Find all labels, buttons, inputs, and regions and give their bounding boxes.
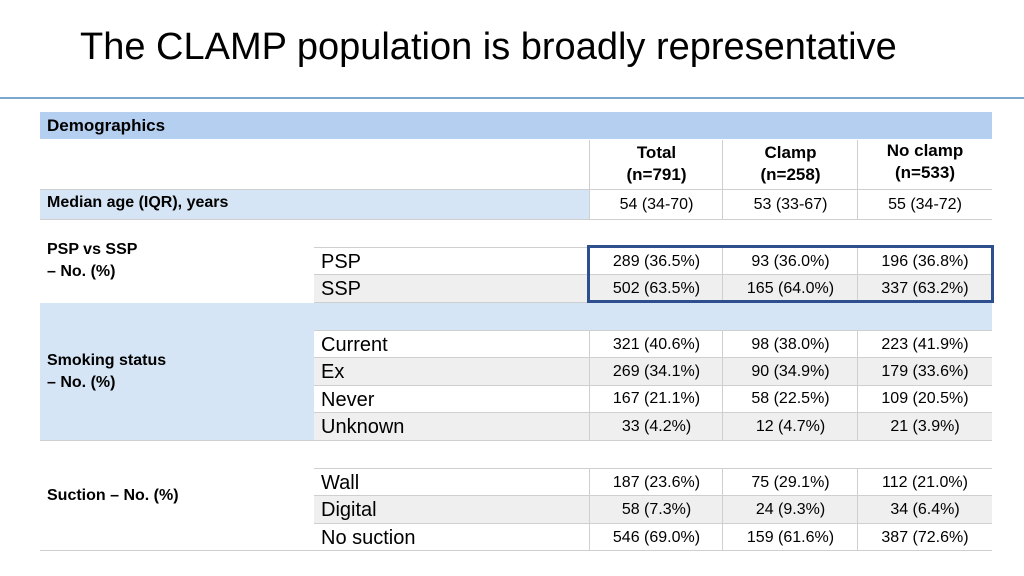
ssp-no-clamp: 337 (63.2%) xyxy=(881,280,969,297)
digital-clamp: 24 (9.3%) xyxy=(755,501,826,518)
column-divider xyxy=(589,330,590,440)
digital-total: 58 (7.3%) xyxy=(621,501,692,518)
unknown-total: 33 (4.2%) xyxy=(621,418,692,435)
ex-row-bg xyxy=(314,358,992,385)
column-header-clamp: Clamp (n=258) xyxy=(723,142,858,186)
smoking-label: Smoking status – No. (%) xyxy=(47,350,166,394)
column-divider xyxy=(722,140,723,220)
current-no-clamp: 223 (41.9%) xyxy=(881,336,969,353)
suction-label: Suction – No. (%) xyxy=(47,487,179,504)
column-divider xyxy=(857,140,858,220)
rule xyxy=(314,495,992,496)
current-clamp: 98 (38.0%) xyxy=(751,336,830,353)
rule xyxy=(314,330,992,331)
never-clamp: 58 (22.5%) xyxy=(751,390,830,407)
wall-total: 187 (23.6%) xyxy=(612,474,701,491)
never-row-name: Never xyxy=(321,389,375,411)
column-header-total-line1: Total xyxy=(636,143,677,162)
column-divider xyxy=(857,330,858,440)
column-header-clamp-line1: Clamp xyxy=(764,143,817,162)
psp-row-name: PSP xyxy=(321,251,362,273)
psp-ssp-label: PSP vs SSP – No. (%) xyxy=(47,239,137,283)
digital-row-bg xyxy=(314,496,992,523)
section-header: Demographics xyxy=(47,116,166,135)
no-suction-total: 546 (69.0%) xyxy=(612,529,701,546)
rule xyxy=(314,385,992,386)
rule xyxy=(314,468,992,469)
never-total: 167 (21.1%) xyxy=(612,390,701,407)
rule xyxy=(314,412,992,413)
ex-no-clamp: 179 (33.6%) xyxy=(881,363,969,380)
median-age-total: 54 (34-70) xyxy=(619,196,694,213)
no-suction-no-clamp: 387 (72.6%) xyxy=(881,529,969,546)
unknown-row-name: Unknown xyxy=(321,416,405,438)
psp-ssp-highlight-box xyxy=(587,245,994,303)
rule xyxy=(40,189,992,190)
column-header-total: Total (n=791) xyxy=(590,142,723,186)
column-header-no-clamp-line2: (n=533) xyxy=(895,163,955,182)
slide-title: The CLAMP population is broadly represen… xyxy=(80,26,897,68)
column-header-no-clamp: No clamp (n=533) xyxy=(858,140,992,184)
psp-total: 289 (36.5%) xyxy=(612,253,701,270)
rule xyxy=(314,523,992,524)
section-header-band xyxy=(40,112,992,139)
wall-clamp: 75 (29.1%) xyxy=(751,474,830,491)
column-header-no-clamp-line1: No clamp xyxy=(886,141,964,160)
smoking-label-line1: Smoking status xyxy=(47,352,167,369)
psp-ssp-label-line2: – No. (%) xyxy=(47,263,116,280)
smoking-label-bg xyxy=(40,303,314,440)
psp-ssp-label-line1: PSP vs SSP xyxy=(47,241,138,258)
median-age-clamp: 53 (33-67) xyxy=(753,196,828,213)
unknown-no-clamp: 21 (3.9%) xyxy=(890,418,960,435)
rule xyxy=(40,440,992,441)
wall-row-name: Wall xyxy=(321,472,360,494)
never-no-clamp: 109 (20.5%) xyxy=(881,390,969,407)
column-header-total-line2: (n=791) xyxy=(626,165,687,184)
digital-no-clamp: 34 (6.4%) xyxy=(890,501,960,518)
wall-no-clamp: 112 (21.0%) xyxy=(882,474,968,491)
no-suction-clamp: 159 (61.6%) xyxy=(746,529,835,546)
column-divider xyxy=(722,247,723,303)
digital-row-name: Digital xyxy=(321,499,377,521)
rule xyxy=(314,274,992,275)
current-total: 321 (40.6%) xyxy=(612,336,701,353)
median-age-label: Median age (IQR), years xyxy=(47,194,229,211)
current-row-name: Current xyxy=(321,334,388,356)
median-age-label-bg xyxy=(40,190,590,219)
ssp-clamp: 165 (64.0%) xyxy=(746,280,835,297)
ex-total: 269 (34.1%) xyxy=(612,363,701,380)
ssp-total: 502 (63.5%) xyxy=(612,280,701,297)
median-age-no-clamp: 55 (34-72) xyxy=(888,196,962,213)
unknown-clamp: 12 (4.7%) xyxy=(755,418,826,435)
column-divider xyxy=(857,247,858,303)
column-header-clamp-line2: (n=258) xyxy=(760,165,821,184)
ex-row-name: Ex xyxy=(321,361,345,383)
no-suction-row-name: No suction xyxy=(321,527,416,549)
unknown-row-bg xyxy=(314,413,992,440)
psp-clamp: 93 (36.0%) xyxy=(751,253,830,270)
ssp-row-name: SSP xyxy=(321,278,362,300)
psp-no-clamp: 196 (36.8%) xyxy=(881,253,969,270)
title-divider xyxy=(0,97,1024,99)
column-divider xyxy=(589,140,590,220)
column-divider xyxy=(857,468,858,550)
column-divider xyxy=(589,468,590,550)
smoking-top-band xyxy=(314,303,992,331)
ex-clamp: 90 (34.9%) xyxy=(751,363,830,380)
rule xyxy=(40,550,992,551)
rule xyxy=(314,357,992,358)
column-divider xyxy=(722,330,723,440)
smoking-label-line2: – No. (%) xyxy=(47,374,116,391)
rule xyxy=(40,219,992,220)
column-divider xyxy=(722,468,723,550)
ssp-row-bg xyxy=(314,275,992,302)
